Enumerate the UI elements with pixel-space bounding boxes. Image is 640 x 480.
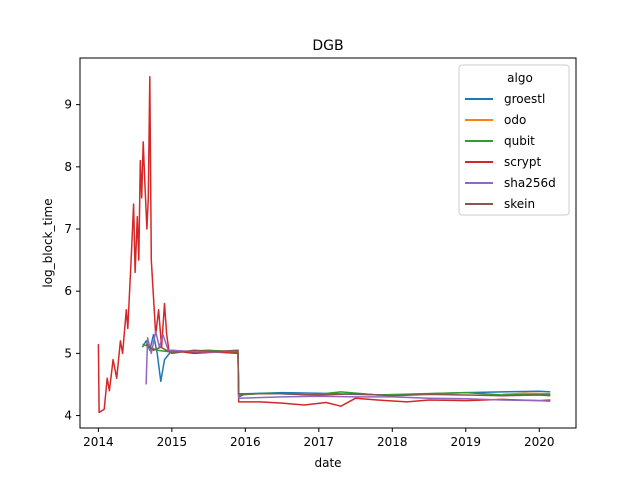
y-tick-label: 5: [64, 346, 72, 360]
y-tick-label: 4: [64, 409, 72, 423]
y-tick-label: 8: [64, 160, 72, 174]
legend-label-qubit: qubit: [504, 134, 535, 148]
legend-items: groestl odo qubit scrypt sha256d skein: [465, 92, 556, 211]
x-axis-label: date: [314, 456, 341, 470]
legend-label-groestl: groestl: [504, 92, 545, 106]
x-tick-label: 2019: [451, 435, 482, 449]
series-line-skein: [145, 343, 551, 397]
chart-title: DGB: [312, 38, 343, 54]
legend-label-odo: odo: [504, 113, 526, 127]
x-axis-ticks: 2014 2015 2016 2017 2018 2019 2020: [83, 428, 555, 449]
legend-label-skein: skein: [504, 197, 535, 211]
legend-title: algo: [507, 71, 533, 85]
plot-area-frame: [79, 57, 577, 429]
x-tick-label: 2020: [524, 435, 555, 449]
y-tick-label: 9: [64, 98, 72, 112]
x-tick-label: 2016: [230, 435, 261, 449]
x-tick-label: 2015: [157, 435, 188, 449]
y-tick-label: 6: [64, 284, 72, 298]
series-line-scrypt: [97, 75, 551, 414]
legend-label-scrypt: scrypt: [504, 155, 542, 169]
x-tick-label: 2018: [377, 435, 408, 449]
y-tick-label: 7: [64, 222, 72, 236]
x-tick-label: 2014: [83, 435, 114, 449]
x-tick-label: 2017: [304, 435, 335, 449]
y-axis-ticks: 4 5 6 7 8 9: [64, 98, 80, 423]
legend-label-sha256d: sha256d: [504, 176, 556, 190]
series-line-odo: [502, 392, 551, 396]
y-axis-label: log_block_time: [41, 198, 55, 287]
legend-box: [458, 64, 570, 216]
plot-lines: [97, 75, 551, 414]
legend: algo groestl odo qubit scrypt sha256d skein: [458, 64, 570, 216]
